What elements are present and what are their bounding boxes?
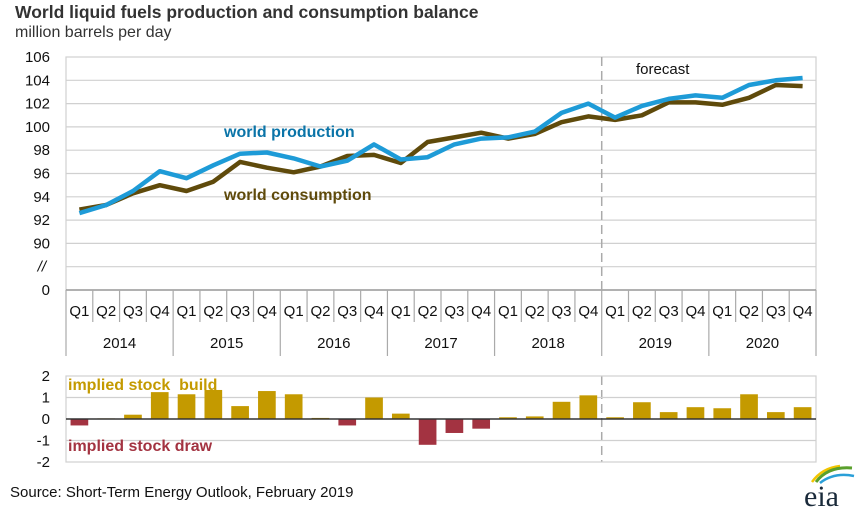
x-tick-quarter: Q3 xyxy=(230,303,250,320)
stock-build-bar xyxy=(150,392,169,419)
x-tick-quarter: Q3 xyxy=(766,303,786,320)
x-tick-quarter: Q4 xyxy=(257,303,277,320)
line-series xyxy=(78,75,803,216)
y-tick-label: 92 xyxy=(33,212,50,229)
y-tick-label: 90 xyxy=(33,235,50,252)
stock-build-bar xyxy=(633,402,651,419)
bottom-y-axis-ticks: 2 1 0 -1 -2 xyxy=(37,368,50,471)
stock-build-bar xyxy=(124,414,142,419)
x-tick-quarter: Q4 xyxy=(150,303,170,320)
stock-draw-bar xyxy=(338,419,357,426)
y-tick-label: 2 xyxy=(42,368,50,385)
x-tick-quarter: Q3 xyxy=(337,303,357,320)
eia-logo: eia xyxy=(804,464,855,510)
x-axis: Q1 Q2 Q3 Q4 Q1 Q2 Q3 Q4 Q1 Q2 Q3 Q4 Q1 Q2 Q3 Q4 Q1 Q2 Q3 Q4… xyxy=(65,289,817,356)
stock-build-bar xyxy=(552,401,571,419)
x-tick-quarter: Q4 xyxy=(364,303,384,320)
y-tick-label: // xyxy=(37,259,48,276)
x-tick-quarter: Q2 xyxy=(96,303,116,320)
x-tick-year: 2019 xyxy=(639,335,672,352)
x-tick-quarter: Q1 xyxy=(69,303,89,320)
stock-build-bar xyxy=(258,391,276,419)
stock-draw-bar xyxy=(418,419,437,445)
x-tick-quarter: Q1 xyxy=(284,303,304,320)
eia-logo-swoosh-blue xyxy=(819,473,855,485)
stock-build-bar xyxy=(713,408,732,419)
y-tick-label: 98 xyxy=(33,142,50,159)
x-tick-quarter: Q2 xyxy=(739,303,759,320)
y-tick-label: -2 xyxy=(37,454,50,471)
y-tick-label: -1 xyxy=(37,433,50,450)
x-tick-quarter: Q3 xyxy=(123,303,143,320)
stock-build-bar xyxy=(606,417,624,419)
stock-build-bar xyxy=(793,407,812,419)
x-tick-year: 2016 xyxy=(317,335,350,352)
x-tick-quarter: Q4 xyxy=(578,303,598,320)
stock-build-bar xyxy=(177,394,196,419)
world-production-label: world production xyxy=(223,124,355,141)
top-y-axis-ticks: 106 104 102 100 98 96 94 92 90 // 0 xyxy=(25,49,50,299)
top-gridlines xyxy=(65,56,817,291)
stock-build-bar xyxy=(740,394,758,419)
x-tick-quarter: Q1 xyxy=(712,303,732,320)
eia-logo-text: eia xyxy=(804,480,839,510)
forecast-label: forecast xyxy=(636,61,690,78)
x-tick-quarter: Q4 xyxy=(685,303,705,320)
stock-build-bar xyxy=(231,406,249,419)
stock-build-bar xyxy=(686,407,705,419)
x-tick-year: 2017 xyxy=(424,335,457,352)
y-tick-label: 0 xyxy=(42,411,50,428)
x-tick-quarter: Q2 xyxy=(418,303,438,320)
stock-draw-bar xyxy=(70,419,89,426)
x-tick-quarter: Q3 xyxy=(444,303,464,320)
y-tick-label: 106 xyxy=(25,49,50,66)
stock-draw-bar xyxy=(472,419,491,429)
x-tick-quarter: Q2 xyxy=(632,303,652,320)
world-production-line xyxy=(78,75,803,216)
chart-subtitle: million barrels per day xyxy=(15,24,172,41)
x-tick-year: 2020 xyxy=(746,335,779,352)
stock-build-bar xyxy=(525,416,544,419)
x-tick-quarter: Q2 xyxy=(310,303,330,320)
eia-logo-swoosh-yellow xyxy=(810,464,841,483)
source-note: Source: Short-Term Energy Outlook, Febru… xyxy=(10,484,354,501)
y-tick-label: 96 xyxy=(33,166,50,183)
x-tick-quarter: Q3 xyxy=(552,303,572,320)
x-tick-quarter: Q2 xyxy=(525,303,545,320)
x-tick-quarter: Q2 xyxy=(203,303,223,320)
stock-build-bar xyxy=(499,417,517,419)
x-tick-quarter: Q1 xyxy=(391,303,411,320)
x-tick-quarter: Q3 xyxy=(659,303,679,320)
world-consumption-line xyxy=(79,82,803,212)
stock-build-bar xyxy=(204,389,223,419)
x-tick-quarter: Q1 xyxy=(498,303,518,320)
x-tick-year: 2018 xyxy=(531,335,564,352)
y-tick-label: 104 xyxy=(25,72,50,89)
stock-build-bar xyxy=(391,413,410,419)
bar-series xyxy=(66,389,816,445)
x-tick-quarter: Q1 xyxy=(605,303,625,320)
y-tick-label: 100 xyxy=(25,119,50,136)
stock-build-bar xyxy=(659,412,678,419)
x-tick-quarter: Q1 xyxy=(177,303,197,320)
y-tick-label: 102 xyxy=(25,96,50,113)
stock-draw-bar xyxy=(445,419,464,433)
eia-logo-swoosh-green xyxy=(814,466,853,483)
y-tick-label: 1 xyxy=(42,390,50,407)
x-tick-quarter: Q4 xyxy=(793,303,813,320)
stock-build-bar xyxy=(284,394,303,419)
y-tick-label: 94 xyxy=(33,189,50,206)
x-tick-year: 2014 xyxy=(103,335,136,352)
y-tick-label: 0 xyxy=(42,282,50,299)
implied-stock-build-label: implied stock build xyxy=(68,377,217,394)
stock-build-bar xyxy=(766,412,785,419)
implied-stock-draw-label: implied stock draw xyxy=(68,438,213,455)
stock-build-bar xyxy=(365,397,383,419)
x-tick-year: 2015 xyxy=(210,335,243,352)
world-consumption-label: world consumption xyxy=(223,187,372,204)
stock-build-bar xyxy=(579,395,598,419)
x-tick-quarter: Q4 xyxy=(471,303,491,320)
chart-title: World liquid fuels production and consum… xyxy=(15,2,479,22)
